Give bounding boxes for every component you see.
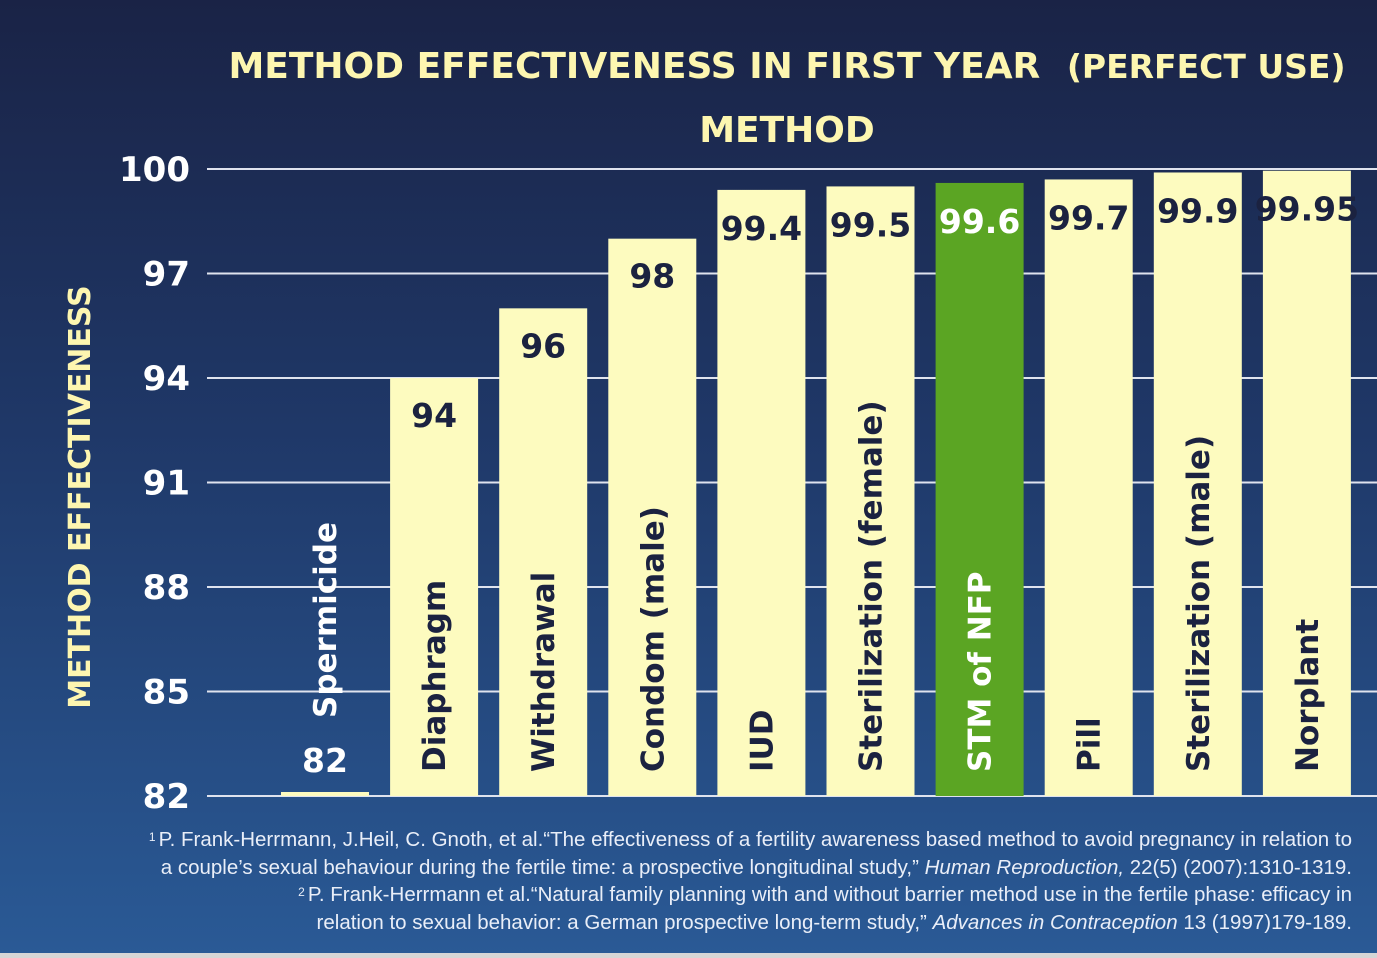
chart-title-main: METHOD EFFECTIVENESS IN FIRST YEAR xyxy=(228,46,1040,87)
value-label-spermicide: 82 xyxy=(302,741,348,780)
reference-2: 2 P. Frank-Herrmann et al.“Natural family… xyxy=(60,881,1352,909)
bar-stm-of-nfp xyxy=(935,182,1024,796)
value-label-iud: 99.4 xyxy=(721,209,802,248)
reference-1-title: “The effectiveness of a fertility awaren… xyxy=(543,828,1352,851)
bar-pill xyxy=(1044,179,1133,796)
category-label-sterilization-male: Sterilization (male) xyxy=(1181,435,1217,772)
reference-2-citation: 13 (1997)179-189. xyxy=(1183,910,1352,934)
bar-diaphragm xyxy=(390,378,479,796)
chart-title-suffix: (PERFECT USE) xyxy=(1067,47,1346,86)
bar-sterilization-female xyxy=(826,186,915,796)
reference-1: 1 P. Frank-Herrmann, J.Heil, C. Gnoth, et… xyxy=(60,826,1352,854)
category-label-stm-of-nfp: STM of NFP xyxy=(963,571,999,772)
reference-2-cont: relation to sexual behavior: a German pr… xyxy=(60,909,1352,937)
category-label-spermicide: Spermicide xyxy=(308,522,344,718)
category-label-norplant: Norplant xyxy=(1290,619,1326,772)
reference-1-journal: Human Reproduction, xyxy=(924,855,1125,879)
bottom-border xyxy=(0,953,1377,958)
y-tick-88: 88 xyxy=(143,568,190,608)
category-label-condom-male: Condom (male) xyxy=(635,506,671,772)
reference-2-authors: P. Frank-Herrmann et al. xyxy=(307,883,531,906)
reference-1-number: 1 xyxy=(148,830,156,844)
reference-2-journal: Advances in Contraception xyxy=(932,910,1178,934)
value-label-stm-of-nfp: 99.6 xyxy=(939,202,1020,241)
bar-labels: 82 Spermicide 94 Diaphragm 96 Withdrawal 98 Con… xyxy=(302,190,1359,780)
value-label-sterilization-male: 99.9 xyxy=(1157,191,1238,230)
value-label-sterilization-female: 99.5 xyxy=(830,205,911,244)
bar-chart: 82 Spermicide 94 Diaphragm 96 Withdrawal 98 Con… xyxy=(63,46,1377,817)
value-label-norplant: 99.95 xyxy=(1255,190,1359,229)
category-label-withdrawal: Withdrawal xyxy=(526,572,562,772)
y-tick-94: 94 xyxy=(143,359,190,399)
y-tick-85: 85 xyxy=(143,673,190,713)
y-tick-100: 100 xyxy=(119,150,190,190)
value-label-withdrawal: 96 xyxy=(520,326,566,365)
bar-withdrawal xyxy=(499,308,588,796)
bars xyxy=(281,170,1351,796)
y-tick-82: 82 xyxy=(143,777,190,817)
bar-spermicide xyxy=(281,792,369,796)
bar-condom-male xyxy=(608,238,697,796)
category-label-pill: Pill xyxy=(1072,717,1108,772)
category-label-diaphragm: Diaphragm xyxy=(417,580,453,772)
value-label-condom-male: 98 xyxy=(629,257,675,296)
category-label-iud: IUD xyxy=(744,710,780,772)
value-label-pill: 99.7 xyxy=(1048,198,1129,237)
reference-2-title: “Natural family planning with and withou… xyxy=(530,883,1352,906)
reference-2-number: 2 xyxy=(298,885,305,899)
bar-norplant xyxy=(1262,170,1351,796)
bar-iud xyxy=(717,189,806,796)
bar-sterilization-male xyxy=(1153,172,1242,796)
y-axis-label: METHOD EFFECTIVENESS xyxy=(63,285,98,709)
x-axis-label: METHOD xyxy=(699,110,875,151)
chart-title: METHOD EFFECTIVENESS IN FIRST YEAR (PERF… xyxy=(228,46,1345,87)
references: 1 P. Frank-Herrmann, J.Heil, C. Gnoth, et… xyxy=(60,826,1352,936)
y-axis-ticks: 100 97 94 91 88 85 82 xyxy=(119,150,190,817)
reference-2-title-cont: relation to sexual behavior: a German pr… xyxy=(316,910,927,934)
reference-1-authors: P. Frank-Herrmann, J.Heil, C. Gnoth, et … xyxy=(158,828,544,851)
y-tick-91: 91 xyxy=(143,464,190,504)
reference-1-cont: a couple’s sexual behaviour during the f… xyxy=(60,854,1352,882)
y-tick-97: 97 xyxy=(143,255,190,295)
reference-1-title-cont: a couple’s sexual behaviour during the f… xyxy=(160,855,919,879)
reference-1-citation: 22(5) (2007):1310-1319. xyxy=(1129,855,1352,879)
value-label-diaphragm: 94 xyxy=(411,396,457,435)
category-label-sterilization-female: Sterilization (female) xyxy=(854,400,890,772)
